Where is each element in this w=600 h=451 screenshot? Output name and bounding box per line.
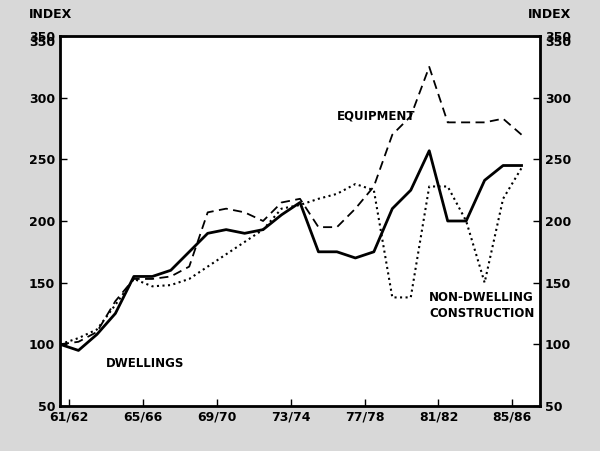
Text: INDEX: INDEX — [528, 8, 571, 21]
Text: NON-DWELLING
CONSTRUCTION: NON-DWELLING CONSTRUCTION — [429, 291, 535, 320]
Text: 350: 350 — [545, 36, 571, 49]
Text: 350: 350 — [29, 36, 55, 49]
Text: DWELLINGS: DWELLINGS — [106, 357, 185, 369]
Text: INDEX: INDEX — [29, 8, 72, 21]
Text: EQUIPMENT: EQUIPMENT — [337, 110, 415, 122]
